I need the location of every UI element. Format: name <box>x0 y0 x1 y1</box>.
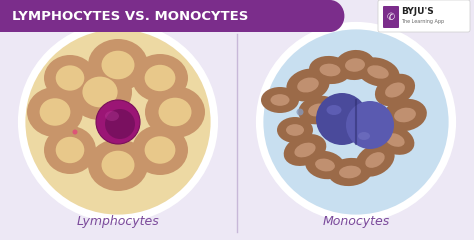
FancyBboxPatch shape <box>378 0 470 32</box>
Ellipse shape <box>145 86 205 138</box>
Ellipse shape <box>132 54 188 102</box>
Ellipse shape <box>385 83 405 97</box>
Ellipse shape <box>298 96 338 124</box>
Circle shape <box>262 28 450 216</box>
Ellipse shape <box>316 0 345 32</box>
Ellipse shape <box>375 125 414 155</box>
Ellipse shape <box>44 126 96 174</box>
Ellipse shape <box>319 64 340 76</box>
Ellipse shape <box>56 65 84 91</box>
Ellipse shape <box>356 57 400 87</box>
Ellipse shape <box>365 152 385 168</box>
Ellipse shape <box>145 65 175 91</box>
Ellipse shape <box>88 39 148 91</box>
Ellipse shape <box>356 143 395 177</box>
Ellipse shape <box>261 87 299 113</box>
Ellipse shape <box>101 151 135 179</box>
Ellipse shape <box>284 134 326 166</box>
Ellipse shape <box>68 64 132 120</box>
Ellipse shape <box>44 55 96 101</box>
Ellipse shape <box>27 87 83 137</box>
Ellipse shape <box>305 151 345 179</box>
Ellipse shape <box>271 94 290 106</box>
Circle shape <box>316 93 368 145</box>
Ellipse shape <box>383 99 427 131</box>
Ellipse shape <box>308 103 328 116</box>
Text: The Learning App: The Learning App <box>401 18 444 24</box>
Ellipse shape <box>105 111 119 121</box>
Ellipse shape <box>101 51 135 79</box>
Ellipse shape <box>345 58 365 72</box>
Text: LYMPHOCYTES VS. MONOCYTES: LYMPHOCYTES VS. MONOCYTES <box>12 10 248 23</box>
Text: ✆: ✆ <box>387 12 395 22</box>
Ellipse shape <box>339 166 361 178</box>
Ellipse shape <box>328 158 372 186</box>
Ellipse shape <box>40 98 71 126</box>
Text: Lymphocytes: Lymphocytes <box>77 216 159 228</box>
FancyBboxPatch shape <box>0 0 330 32</box>
Circle shape <box>346 101 394 149</box>
Ellipse shape <box>286 124 304 136</box>
Ellipse shape <box>394 108 416 122</box>
Ellipse shape <box>385 133 405 147</box>
Circle shape <box>73 130 78 134</box>
Text: BYJU'S: BYJU'S <box>401 7 434 17</box>
Circle shape <box>258 24 454 220</box>
Ellipse shape <box>315 159 335 171</box>
Circle shape <box>20 24 216 220</box>
Ellipse shape <box>367 65 389 79</box>
Ellipse shape <box>358 132 370 140</box>
Ellipse shape <box>294 143 316 157</box>
Ellipse shape <box>277 117 313 143</box>
Circle shape <box>96 100 140 144</box>
Ellipse shape <box>145 136 175 164</box>
Circle shape <box>105 109 135 139</box>
Circle shape <box>24 28 212 216</box>
Ellipse shape <box>82 77 118 108</box>
Ellipse shape <box>327 105 341 115</box>
Ellipse shape <box>375 74 415 106</box>
Ellipse shape <box>309 56 351 84</box>
Ellipse shape <box>335 50 375 80</box>
Ellipse shape <box>158 98 191 126</box>
Ellipse shape <box>297 78 319 92</box>
Circle shape <box>297 108 303 115</box>
Ellipse shape <box>56 137 84 163</box>
Text: Monocytes: Monocytes <box>322 216 390 228</box>
Ellipse shape <box>132 125 188 175</box>
Ellipse shape <box>286 69 329 102</box>
Ellipse shape <box>88 139 148 191</box>
FancyBboxPatch shape <box>383 6 399 28</box>
